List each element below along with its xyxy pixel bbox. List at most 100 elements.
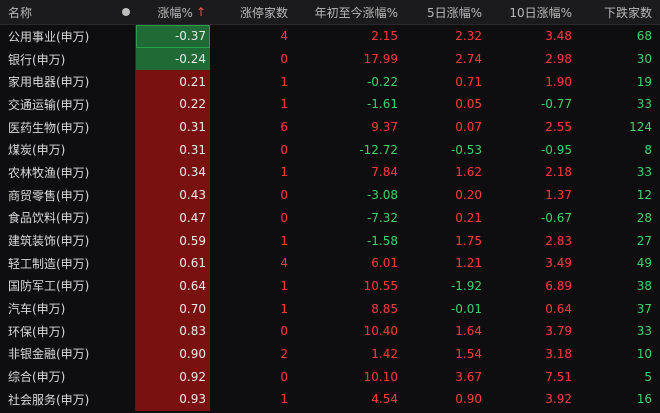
column-header-ytd-label: 年初至今涨幅%	[314, 5, 398, 20]
cell-limit-up: 1	[280, 165, 288, 180]
column-header-change[interactable]: 涨幅% ↑	[136, 0, 210, 24]
cell-ytd: 10.40	[363, 324, 398, 339]
column-header-down-label: 下跌家数	[603, 5, 652, 20]
column-header-ytd[interactable]: 年初至今涨幅%	[292, 0, 402, 24]
cell-10d: 3.18	[545, 346, 572, 361]
table-row[interactable]: 煤炭(申万) 0.31 0 -12.72 -0.53 -0.95 8	[0, 138, 660, 162]
table-row[interactable]: 综合(申万) 0.92 0 10.10 3.67 7.51 5	[0, 365, 660, 388]
table-row[interactable]: 公用事业(申万) -0.37 4 2.15 2.32 3.48 68	[0, 25, 660, 48]
cell-ytd: -3.08	[366, 188, 398, 203]
cell-down: 37	[636, 301, 652, 316]
cell-name: 交通运输(申万)	[0, 93, 136, 116]
cell-10d: -0.77	[540, 97, 572, 112]
cell-10d: 2.18	[545, 165, 572, 180]
table-row[interactable]: 环保(申万) 0.83 0 10.40 1.64 3.79 33	[0, 319, 660, 343]
cell-limit-up: 1	[280, 233, 288, 248]
table-row[interactable]: 农林牧渔(申万) 0.34 1 7.84 1.62 2.18 33	[0, 161, 660, 184]
cell-ytd: 9.37	[371, 120, 398, 135]
cell-change: 0.93	[136, 388, 210, 411]
cell-5d: 0.07	[455, 120, 482, 135]
table-row[interactable]: 银行(申万) -0.24 0 17.99 2.74 2.98 30	[0, 47, 660, 71]
cell-10d: 3.79	[545, 324, 572, 339]
cell-name: 农林牧渔(申万)	[0, 161, 136, 184]
column-header-change-label: 涨幅%	[157, 5, 193, 20]
cell-5d: 0.20	[455, 188, 482, 203]
table-row[interactable]: 非银金融(申万) 0.90 2 1.42 1.54 3.18 10	[0, 342, 660, 366]
cell-10d: 3.48	[545, 29, 572, 44]
cell-10d: 2.98	[545, 52, 572, 67]
table-row[interactable]: 食品饮料(申万) 0.47 0 -7.32 0.21 -0.67 28	[0, 206, 660, 230]
column-settings-dot-icon[interactable]	[122, 8, 130, 16]
column-header-limit-up-label: 涨停家数	[239, 5, 288, 20]
column-header-5d[interactable]: 5日涨幅%	[402, 0, 486, 24]
cell-down: 16	[636, 392, 652, 407]
table-row[interactable]: 国防军工(申万) 0.64 1 10.55 -1.92 6.89 38	[0, 274, 660, 298]
cell-change: 0.92	[136, 365, 210, 388]
cell-name: 银行(申万)	[0, 47, 136, 71]
cell-down: 12	[636, 188, 652, 203]
cell-ytd: 1.42	[371, 346, 398, 361]
table-row[interactable]: 家用电器(申万) 0.21 1 -0.22 0.71 1.90 19	[0, 70, 660, 94]
cell-name: 医药生物(申万)	[0, 115, 136, 139]
cell-limit-up: 0	[280, 142, 288, 157]
cell-change: 0.31	[136, 138, 210, 162]
column-header-down[interactable]: 下跌家数	[576, 0, 660, 24]
table-row[interactable]: 交通运输(申万) 0.22 1 -1.61 0.05 -0.77 33	[0, 93, 660, 116]
cell-name: 建筑装饰(申万)	[0, 229, 136, 252]
cell-name: 商贸零售(申万)	[0, 183, 136, 207]
cell-down: 49	[636, 256, 652, 271]
table-row[interactable]: 建筑装饰(申万) 0.59 1 -1.58 1.75 2.83 27	[0, 229, 660, 252]
cell-10d: 1.90	[545, 74, 572, 89]
cell-change: 0.21	[136, 70, 210, 94]
cell-limit-up: 1	[280, 392, 288, 407]
cell-name: 非银金融(申万)	[0, 342, 136, 366]
cell-change: 0.70	[136, 297, 210, 320]
cell-name: 煤炭(申万)	[0, 138, 136, 162]
column-header-name-label: 名称	[8, 5, 33, 20]
cell-ytd: -1.58	[366, 233, 398, 248]
cell-5d: 0.71	[455, 74, 482, 89]
cell-limit-up: 0	[280, 52, 288, 67]
cell-limit-up: 1	[280, 301, 288, 316]
cell-5d: 2.74	[455, 52, 482, 67]
cell-ytd: -0.22	[366, 74, 398, 89]
cell-limit-up: 0	[280, 324, 288, 339]
cell-down: 28	[636, 210, 652, 225]
cell-limit-up: 1	[280, 278, 288, 293]
cell-name: 社会服务(申万)	[0, 388, 136, 411]
cell-5d: 3.67	[455, 369, 482, 384]
cell-ytd: 7.84	[371, 165, 398, 180]
column-header-limit-up[interactable]: 涨停家数	[210, 0, 292, 24]
cell-down: 68	[636, 29, 652, 44]
cell-10d: 2.55	[545, 120, 572, 135]
cell-10d: -0.95	[540, 142, 572, 157]
cell-5d: 1.21	[455, 256, 482, 271]
cell-5d: 1.54	[455, 346, 482, 361]
cell-name: 公用事业(申万)	[0, 25, 136, 48]
cell-change: 0.34	[136, 161, 210, 184]
cell-5d: -0.53	[450, 142, 482, 157]
cell-down: 19	[636, 74, 652, 89]
cell-down: 27	[636, 233, 652, 248]
cell-5d: 1.62	[455, 165, 482, 180]
cell-down: 38	[636, 278, 652, 293]
column-header-name[interactable]: 名称	[0, 0, 136, 24]
cell-change: 0.47	[136, 206, 210, 230]
cell-ytd: 10.10	[363, 369, 398, 384]
cell-name: 食品饮料(申万)	[0, 206, 136, 230]
cell-change: 0.61	[136, 251, 210, 275]
table-row[interactable]: 轻工制造(申万) 0.61 4 6.01 1.21 3.49 49	[0, 251, 660, 275]
table-row[interactable]: 汽车(申万) 0.70 1 8.85 -0.01 0.64 37	[0, 297, 660, 320]
table-row[interactable]: 医药生物(申万) 0.31 6 9.37 0.07 2.55 124	[0, 115, 660, 139]
table-row[interactable]: 商贸零售(申万) 0.43 0 -3.08 0.20 1.37 12	[0, 183, 660, 207]
cell-ytd: -7.32	[366, 210, 398, 225]
table-row[interactable]: 社会服务(申万) 0.93 1 4.54 0.90 3.92 16	[0, 388, 660, 411]
cell-10d: 1.37	[545, 188, 572, 203]
column-header-10d[interactable]: 10日涨幅%	[486, 0, 576, 24]
cell-limit-up: 0	[280, 210, 288, 225]
cell-limit-up: 2	[280, 346, 288, 361]
cell-ytd: 10.55	[363, 278, 398, 293]
cell-limit-up: 0	[280, 369, 288, 384]
cell-10d: 0.64	[545, 301, 572, 316]
cell-name: 国防军工(申万)	[0, 274, 136, 298]
